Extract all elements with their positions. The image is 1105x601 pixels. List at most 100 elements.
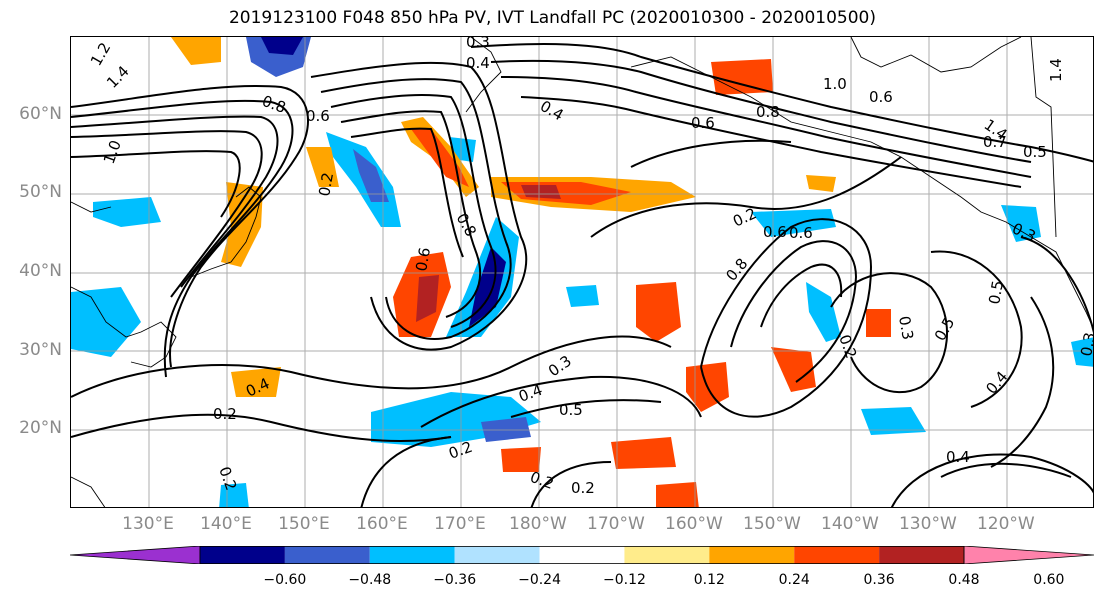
positive-anomaly-patch (866, 309, 891, 337)
colorbar-tick-label: 0.24 (778, 572, 810, 588)
map-canvas: 1.2 1.4 0.8 1.0 0.6 0.3 0.4 0.4 0.6 0.8 … (71, 37, 1094, 507)
lon-label: 140°W (821, 514, 879, 534)
lat-label: 50°N (19, 182, 62, 203)
colorbar-cell (539, 546, 625, 564)
colorbar-tick-label: 0.48 (948, 572, 980, 588)
contour-label: 1.0 (100, 138, 125, 167)
contour-label: 1.4 (103, 62, 133, 92)
contour-label: 0.6 (869, 88, 893, 106)
positive-anomaly-patch (221, 182, 263, 267)
contour-label: 0.6 (412, 246, 434, 273)
lat-label: 20°N (19, 418, 62, 439)
lon-label: 150°W (743, 514, 801, 534)
colorbar-tick-label: −0.36 (433, 572, 477, 588)
negative-anomaly-patch (861, 407, 926, 435)
positive-anomaly-patch (806, 175, 836, 192)
colorbar-tick-label: −0.60 (263, 572, 307, 588)
lon-label: 120°W (976, 514, 1035, 534)
contour-label: 0.8 (260, 92, 289, 117)
colorbar-cell (284, 546, 370, 564)
lon-label: 150°E (278, 514, 330, 534)
lon-label: 160°E (356, 514, 408, 534)
contour-label: 0.8 (756, 103, 780, 121)
lon-label: 130°W (898, 514, 957, 534)
contour-label: 0.5 (559, 401, 583, 419)
colorbar-tick-label: 0.36 (863, 572, 895, 588)
positive-anomaly-patch (636, 282, 681, 342)
contour-label: 0.8 (722, 255, 751, 285)
positive-anomaly-patch (656, 482, 699, 507)
positive-anomaly-patch (501, 447, 541, 472)
colorbar-cell (624, 546, 710, 564)
contour-label: 0.6 (763, 223, 787, 241)
negative-anomaly-patch (469, 247, 506, 327)
colorbar-cell (709, 546, 795, 564)
contour-label: 0.2 (571, 479, 595, 497)
contour-label: 0.4 (537, 97, 567, 125)
colorbar-cell (200, 546, 285, 564)
negative-anomaly-patch (93, 197, 161, 227)
colorbar-extension-high (963, 546, 1094, 564)
lon-label: 170°E (434, 514, 486, 534)
lat-label: 30°N (19, 339, 62, 360)
positive-anomaly-patch (306, 147, 339, 187)
colorbar-cells (70, 546, 1094, 564)
positive-anomaly-patch (231, 367, 281, 397)
shading-layer (71, 37, 1093, 507)
colorbar-cell (879, 546, 964, 564)
contour-label: 0.4 (466, 54, 490, 72)
contour-label: 1.4 (1047, 58, 1065, 82)
contour-label: 0.3 (545, 352, 575, 380)
negative-anomaly-patch (1001, 205, 1041, 242)
positive-anomaly-patch (611, 437, 676, 469)
positive-anomaly-patch (521, 185, 561, 199)
positive-anomaly-patch (416, 275, 439, 322)
contour-label: 0.5 (931, 314, 959, 344)
negative-anomaly-patch (806, 282, 841, 342)
lat-label: 60°N (19, 103, 62, 124)
contour-label: 0.3 (466, 37, 490, 51)
pv-contours (71, 43, 1093, 507)
contour-label: 0.8 (453, 210, 481, 240)
lat-label: 40°N (19, 261, 62, 281)
positive-anomaly-patch (171, 37, 221, 65)
contour-label: 0.2 (213, 405, 237, 423)
map-title: 2019123100 F048 850 hPa PV, IVT Landfall… (228, 8, 876, 28)
contour-label: 0.6 (691, 114, 715, 132)
colorbar-tick-label: −0.24 (518, 572, 561, 588)
colorbar-tick-label: −0.48 (348, 572, 392, 588)
contour-label: 0.6 (306, 107, 330, 125)
negative-anomaly-patch (353, 149, 389, 202)
contour-label: 0.2 (528, 468, 557, 493)
lon-label: 160°W (665, 514, 723, 534)
contour-label: 0.5 (985, 279, 1007, 306)
contour-label: 1.0 (823, 75, 847, 93)
lon-label: 170°W (587, 514, 645, 534)
colorbar-tick-label: −0.12 (602, 572, 646, 588)
lon-label: 140°E (200, 514, 252, 534)
negative-anomaly-patch (566, 285, 599, 307)
negative-anomaly-patch (1071, 337, 1093, 367)
lon-label: 130°E (122, 514, 174, 534)
colorbar-frame (199, 546, 965, 564)
colorbar-tick-label: 0.60 (1033, 572, 1065, 588)
map-panel: 1.2 1.4 0.8 1.0 0.6 0.3 0.4 0.4 0.6 0.8 … (70, 36, 1094, 508)
lon-label: 180°W (509, 514, 567, 534)
colorbar-extension-low (70, 546, 201, 564)
graticule (71, 37, 1093, 507)
positive-anomaly-patch (711, 59, 773, 95)
contour-label: 0.2 (315, 171, 337, 198)
positive-anomaly-patch (771, 347, 816, 392)
contour-label: 0.5 (1023, 143, 1047, 161)
colorbar-cell (369, 546, 455, 564)
colorbar-cell (454, 546, 540, 564)
contour-label: 1.2 (87, 39, 115, 69)
contour-label: 0.6 (789, 224, 813, 242)
contour-label: 0.3 (895, 315, 917, 342)
colorbar (70, 546, 1094, 564)
contour-labels: 1.2 1.4 0.8 1.0 0.6 0.3 0.4 0.4 0.6 0.8 … (87, 37, 1094, 497)
contour-label: 0.7 (983, 133, 1007, 151)
colorbar-cell (794, 546, 880, 564)
contour-label: 0.3 (1077, 331, 1094, 358)
negative-anomaly-patch (751, 209, 836, 237)
